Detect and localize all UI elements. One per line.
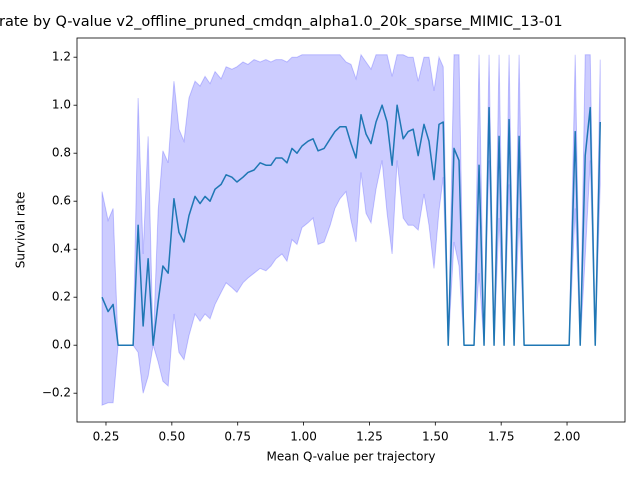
y-tick-label: 0.2 (52, 290, 71, 304)
x-tick-label: 1.75 (488, 430, 515, 444)
line (101, 104, 601, 346)
x-axis-label: Mean Q-value per trajectory (266, 450, 435, 464)
x-tick-label: 2.00 (554, 430, 581, 444)
x-tick-label: 1.00 (290, 430, 317, 444)
confidence-band (101, 53, 601, 406)
y-tick-label: 1.2 (52, 50, 71, 64)
y-tick-label: 0.0 (52, 338, 71, 352)
x-tick-label: 0.75 (224, 430, 251, 444)
x-tick-label: 0.25 (93, 430, 120, 444)
y-tick-label: −0.2 (42, 386, 71, 400)
x-tick-label: 1.25 (356, 430, 383, 444)
x-tick-label: 1.50 (422, 430, 449, 444)
y-tick-label: 0.8 (52, 146, 71, 160)
x-tick-label: 0.50 (158, 430, 185, 444)
y-tick-label: 0.4 (52, 242, 71, 256)
plot-frame (76, 37, 626, 423)
y-tick-label: 1.0 (52, 98, 71, 112)
y-axis-label: Survival rate (14, 192, 28, 269)
y-tick-label: 0.6 (52, 194, 71, 208)
chart-title: rate by Q-value v2_offline_pruned_cmdqn_… (0, 14, 563, 30)
